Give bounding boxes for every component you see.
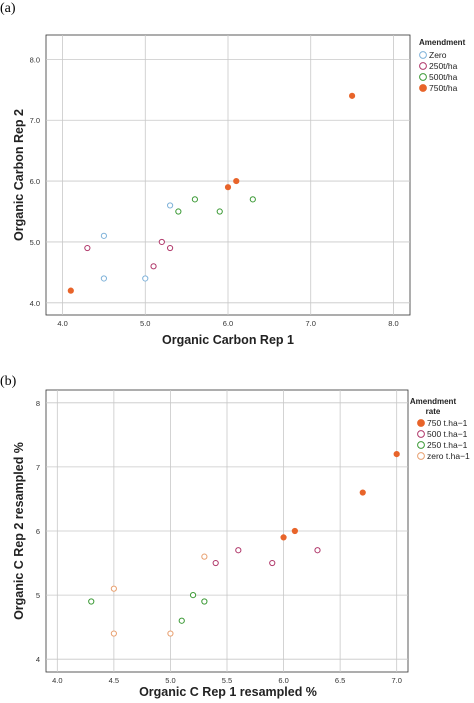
x-tick-label: 4.0	[57, 319, 67, 328]
data-point	[191, 196, 199, 203]
y-tick-label: 8	[36, 399, 40, 408]
y-tick-label: 7.0	[30, 116, 40, 125]
panel-a: (a) 4.0 5.0 6.0 7.0 8.0 4.0 5.0 6.0 7.0 8.0 Orga…	[0, 1, 466, 347]
x-tick-label: 8.0	[388, 319, 398, 328]
data-point	[393, 450, 400, 458]
data-points-b	[88, 450, 400, 637]
data-point	[235, 547, 242, 554]
data-point	[84, 244, 91, 252]
y-tick-labels-a: 4.0 5.0 6.0 7.0 8.0	[30, 55, 40, 307]
y-tick-label: 4.0	[30, 299, 40, 308]
y-axis-title-b: Organic C Rep 2 resampled %	[12, 442, 26, 620]
legend-label: Zero	[429, 50, 447, 60]
x-tick-label: 4.5	[109, 676, 119, 685]
legend-label: 250 t.ha−1	[427, 440, 468, 450]
data-point	[233, 177, 240, 185]
legend-marker	[417, 452, 425, 460]
data-point	[348, 92, 356, 99]
x-axis-title-a: Organic Carbon Rep 1	[162, 333, 294, 347]
x-tick-label: 5.0	[140, 319, 150, 328]
data-point	[201, 553, 208, 560]
legend-marker	[419, 73, 427, 81]
legend-label: zero t.ha−1	[427, 451, 470, 461]
data-point	[280, 534, 287, 541]
data-point	[224, 184, 232, 191]
x-tick-label: 6.0	[278, 676, 288, 685]
data-point	[201, 598, 208, 605]
legend-title-b-line2: rate	[426, 407, 441, 416]
x-axis-title-b: Organic C Rep 1 resampled %	[139, 685, 317, 699]
legend-marker	[417, 441, 425, 449]
x-tick-label: 6.5	[335, 676, 345, 685]
legend-marker	[417, 430, 425, 438]
y-tick-label: 8.0	[30, 55, 40, 64]
legend-marker	[419, 62, 427, 70]
data-point	[359, 489, 366, 496]
y-tick-label: 5.0	[30, 238, 40, 247]
data-point	[175, 208, 182, 215]
data-point	[67, 287, 74, 294]
x-tick-label: 6.0	[223, 319, 233, 328]
y-tick-label: 7	[36, 463, 40, 472]
legend-marker	[419, 51, 427, 59]
legend-label: 250t/ha	[429, 61, 458, 71]
data-point	[110, 630, 117, 637]
data-point	[100, 275, 108, 282]
x-tick-label: 5.0	[165, 676, 175, 685]
y-tick-label: 6.0	[30, 177, 40, 186]
legend-label: 500 t.ha−1	[427, 429, 468, 439]
legend-label: 750 t.ha−1	[427, 418, 468, 428]
x-tick-label: 4.0	[52, 676, 62, 685]
x-tick-label: 7.0	[306, 319, 316, 328]
legend-title-b-line1: Amendment	[410, 397, 457, 406]
data-point	[216, 208, 223, 215]
y-tick-labels-b: 4 5 6 7 8	[36, 399, 40, 664]
data-point	[269, 559, 276, 567]
x-tick-labels-a: 4.0 5.0 6.0 7.0 8.0	[57, 319, 398, 328]
panel-label-a: (a)	[0, 1, 16, 16]
data-point	[166, 244, 174, 252]
data-points-a	[67, 92, 356, 294]
x-tick-label: 7.0	[391, 676, 401, 685]
x-tick-labels-b: 4.0 4.5 5.0 5.5 6.0 6.5 7.0	[52, 676, 402, 685]
panel-label-b: (b)	[0, 374, 17, 389]
data-point	[212, 559, 219, 567]
y-tick-label: 5	[36, 591, 40, 600]
x-tick-label: 5.5	[222, 676, 232, 685]
data-point	[100, 232, 108, 239]
data-point	[88, 598, 95, 605]
y-axis-title-a: Organic Carbon Rep 2	[12, 109, 26, 241]
panel-b: (b) 4.0 4.5 5.0 5.5 6.0 6.5 7.0 4 5 6 7 8 Organic …	[0, 374, 470, 699]
data-point	[142, 275, 149, 282]
data-point	[150, 263, 157, 270]
data-point	[314, 547, 321, 554]
data-point	[158, 238, 165, 246]
grid-a	[46, 35, 410, 315]
legend-label: 750t/ha	[429, 83, 458, 93]
data-point	[178, 617, 185, 624]
legend-marker	[417, 419, 425, 427]
y-tick-label: 6	[36, 527, 40, 536]
data-point	[249, 196, 256, 203]
data-point	[166, 202, 174, 209]
y-tick-label: 4	[36, 655, 40, 664]
legend-marker	[419, 84, 427, 92]
data-point	[167, 630, 174, 637]
legend-title-a: Amendment	[419, 38, 466, 47]
data-point	[110, 585, 117, 592]
data-point	[189, 591, 197, 599]
grid-b	[46, 390, 408, 672]
legend-label: 500t/ha	[429, 72, 458, 82]
data-point	[291, 527, 298, 535]
